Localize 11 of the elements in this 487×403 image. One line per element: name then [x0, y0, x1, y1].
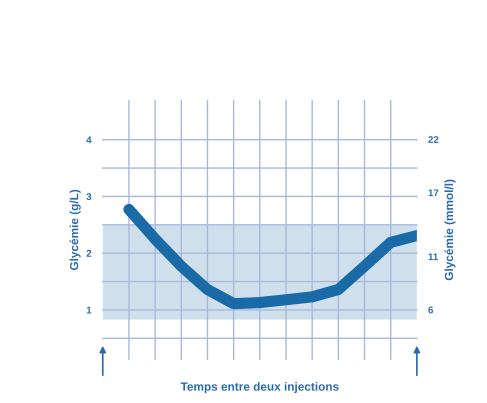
y2-tick-label: 17 — [428, 189, 438, 196]
x-axis-title: Temps entre deux injections — [180, 382, 339, 394]
y2-tick-label: 6 — [428, 306, 434, 314]
y2-tick-label: 11 — [428, 253, 438, 260]
y-tick-label: 1 — [86, 306, 92, 314]
y-tick-label: 4 — [86, 136, 92, 144]
y2-axis-title: Glycémie (mmol/l) — [444, 180, 456, 280]
y-tick-label: 3 — [86, 193, 92, 200]
y2-tick-label: 22 — [428, 136, 438, 143]
y-tick-label: 2 — [86, 250, 92, 257]
y-axis-title: Glycémie (g/L) — [70, 190, 81, 270]
